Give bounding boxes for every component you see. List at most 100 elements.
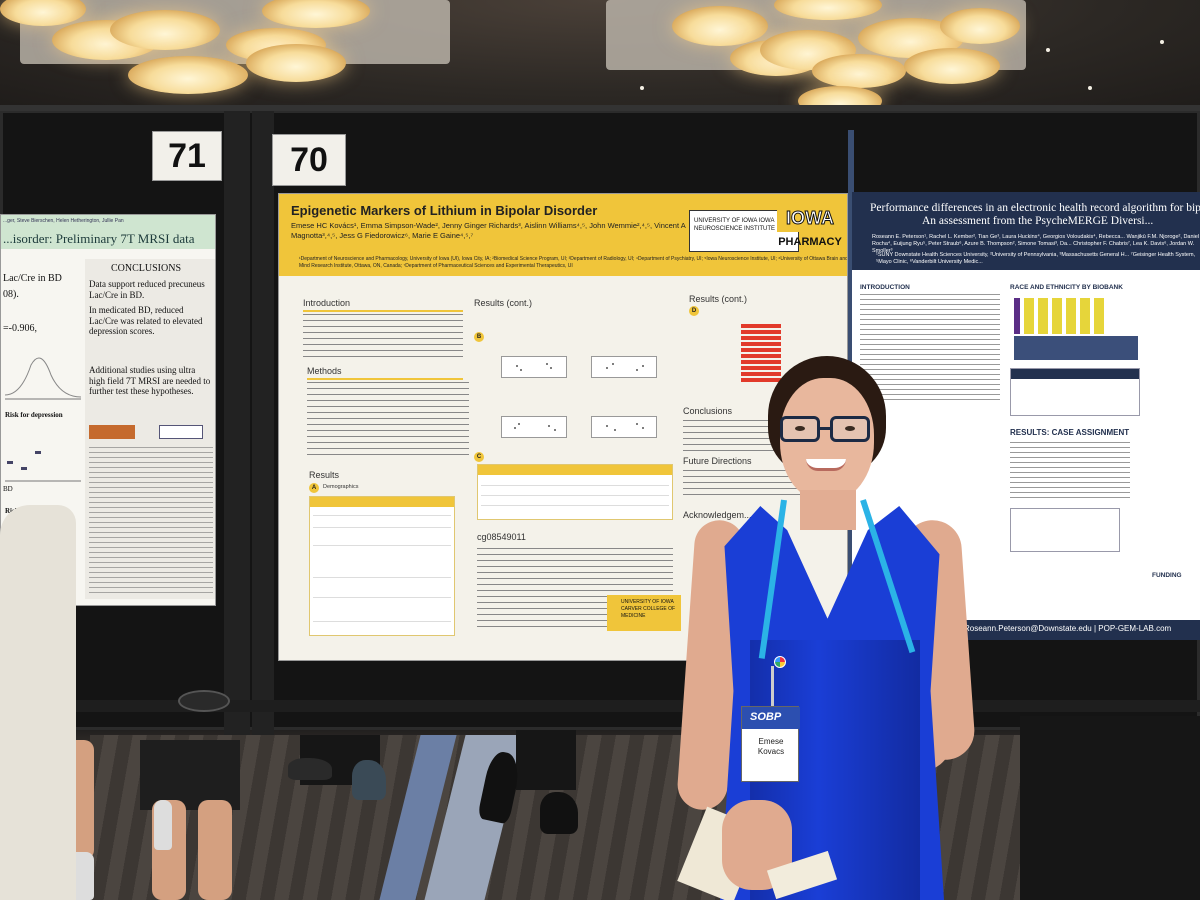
- right-poster-authors: Roseann E. Peterson¹, Rachel L. Kember²,…: [872, 234, 1200, 254]
- data-point: [614, 429, 616, 431]
- section-funding: FUNDING: [1152, 572, 1182, 579]
- data-point: [516, 365, 518, 367]
- right-poster-title-2: An assessment from the PsycheMERGE Diver…: [922, 215, 1154, 227]
- background-person: [1020, 716, 1200, 900]
- pendant-lamp: [940, 8, 1020, 44]
- left-poster-box-plot: [5, 451, 81, 482]
- left-poster-fragment: 08).: [3, 289, 19, 300]
- chart-bar-segment: [1080, 298, 1090, 334]
- eye: [795, 426, 805, 431]
- chart-bar-segment: [1066, 298, 1076, 334]
- foreground-person-left: [0, 505, 76, 900]
- results-text: [1010, 442, 1130, 502]
- chart-bar-segment: [1094, 298, 1104, 334]
- table-row: [313, 577, 451, 578]
- section-results-cont: Results (cont.): [474, 298, 533, 308]
- data-point: [612, 363, 614, 365]
- conclusion-bullet: Data support reduced precuneus Lac/Cre i…: [89, 279, 205, 300]
- data-point: [548, 425, 550, 427]
- sneaker: [154, 800, 172, 850]
- bar: [741, 336, 781, 340]
- smile: [806, 459, 846, 471]
- bar: [741, 354, 781, 358]
- booth-number-70: 70: [272, 134, 346, 186]
- shoe: [352, 760, 386, 800]
- left-poster-fragment: Risk for depression: [5, 411, 63, 419]
- results-table: [1010, 508, 1120, 552]
- shoe: [540, 792, 578, 834]
- conference-logo: SOBP: [750, 711, 782, 723]
- conclusions-heading: CONCLUSIONS: [111, 263, 182, 274]
- shoe: [288, 758, 332, 780]
- pendant-lamp: [774, 0, 882, 20]
- data-point: [546, 363, 548, 365]
- dmp-table: [477, 464, 673, 520]
- lanyard-clip: [771, 666, 774, 708]
- table-header: [478, 465, 672, 475]
- table-row: [313, 527, 451, 528]
- section-results: Results: [309, 470, 340, 480]
- nih-logo: [159, 425, 203, 439]
- poster-title: Epigenetic Markers of Lithium in Bipolar…: [291, 203, 598, 218]
- data-point: [636, 369, 638, 371]
- bar: [741, 372, 781, 376]
- data-point: [520, 369, 522, 371]
- table-header: [310, 497, 454, 507]
- introduction-text: [303, 314, 463, 360]
- pendant-lamp: [904, 48, 1000, 84]
- left-poster-conclusions: CONCLUSIONS Data support reduced precune…: [85, 259, 215, 599]
- chart-bar-segment: [1052, 298, 1062, 334]
- bar: [741, 348, 781, 352]
- carver-college-logo: UNIVERSITY OF IOWA CARVER COLLEGE OF MED…: [607, 595, 681, 631]
- bar: [741, 360, 781, 364]
- table-row: [481, 505, 669, 506]
- panel-label-a: A: [309, 483, 319, 493]
- ceiling-light: [1160, 40, 1164, 44]
- pendant-lamp: [110, 10, 220, 50]
- contact-info: Roseann.Peterson@Downstate.edu | POP-GEM…: [964, 624, 1172, 633]
- section-introduction: INTRODUCTION: [860, 284, 910, 291]
- brain-behavior-logo: [89, 425, 135, 439]
- section-results-cont: Results (cont.): [689, 294, 748, 304]
- data-point: [518, 423, 520, 425]
- references-text: [89, 447, 213, 593]
- name-badge: SOBP Emese Kovacs: [741, 706, 800, 782]
- pendant-lamp: [128, 56, 248, 94]
- ceiling-light: [1088, 86, 1092, 90]
- methods-text: [307, 382, 469, 460]
- board-top-rail: [0, 105, 1200, 111]
- table-row: [313, 545, 451, 546]
- badge-last-name: Kovacs: [757, 747, 785, 756]
- section-results-case-assignment: RESULTS: CASE ASSIGNMENT: [1010, 428, 1130, 437]
- bar: [741, 324, 781, 328]
- pendant-lamp: [672, 6, 768, 46]
- pendant-lamp: [246, 44, 346, 82]
- methylation-plot: [591, 416, 657, 438]
- left-poster-fragment: BD: [3, 485, 13, 493]
- section-introduction: Introduction: [303, 298, 351, 308]
- section-rule: [307, 378, 463, 380]
- section-race-ethnicity: RACE AND ETHNICITY BY BIOBANK: [1010, 284, 1123, 291]
- bar: [741, 366, 781, 370]
- ceiling-light: [640, 86, 644, 90]
- pendant-lamp: [812, 54, 906, 88]
- data-point: [636, 423, 638, 425]
- left-poster-authors: ...ger, Steve Bierschen, Helen Hethering…: [3, 218, 124, 224]
- background-person-shorts: [140, 740, 240, 810]
- gene-heading: cg08549011: [477, 532, 526, 542]
- demographics-table: [309, 496, 455, 636]
- conclusion-bullet: In medicated BD, reduced Lac/Cre was rel…: [89, 305, 203, 336]
- section-future-directions: Future Directions: [683, 456, 752, 466]
- right-poster: Performance differences in an electronic…: [852, 192, 1200, 640]
- panel-label-d: D: [689, 306, 699, 316]
- eye: [845, 426, 855, 431]
- badge-first-name: Emese: [758, 737, 784, 746]
- data-point: [550, 367, 552, 369]
- methylation-plot: [501, 356, 567, 378]
- lanyard-pin: [774, 656, 786, 668]
- left-poster-curve-plot: [4, 357, 82, 400]
- data-point: [514, 427, 516, 429]
- poster-header: Epigenetic Markers of Lithium in Bipolar…: [279, 194, 847, 276]
- left-poster-fragment: =-0.906,: [3, 323, 37, 334]
